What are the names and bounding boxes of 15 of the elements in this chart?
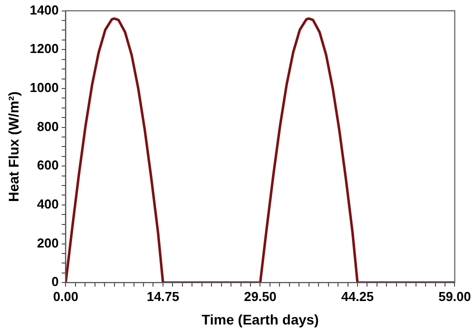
- x-tick-label: 14.75: [146, 288, 180, 304]
- y-tick-label: 1400: [30, 2, 59, 18]
- x-tick-label: 44.25: [341, 288, 374, 304]
- y-tick-label: 1200: [30, 41, 59, 56]
- y-tick-label: 0: [51, 274, 59, 290]
- y-tick-label: 400: [37, 196, 59, 212]
- y-tick-label: 1000: [30, 80, 59, 96]
- y-tick-label: 800: [37, 118, 59, 134]
- x-axis-title: Time (Earth days): [202, 311, 319, 328]
- y-axis-title: Heat Flux (W/m²): [5, 91, 22, 202]
- x-tick-label: 59.00: [438, 288, 472, 304]
- x-tick-label: 29.50: [244, 288, 276, 304]
- x-tick-label: 0.00: [53, 288, 78, 304]
- y-tick-label: 600: [37, 158, 59, 173]
- y-tick-label: 200: [37, 235, 59, 250]
